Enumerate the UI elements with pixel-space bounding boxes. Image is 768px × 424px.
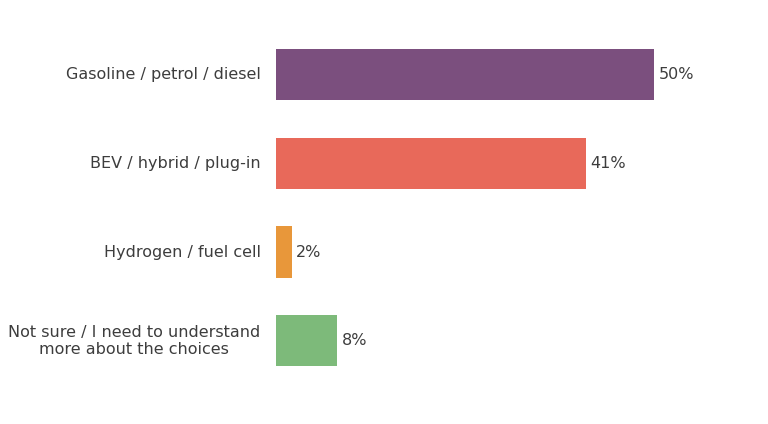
Bar (276, 49, 654, 100)
Bar (276, 138, 586, 189)
Text: 2%: 2% (296, 245, 322, 259)
Bar (276, 315, 337, 366)
Text: 41%: 41% (591, 156, 626, 171)
Text: 50%: 50% (658, 67, 694, 82)
Bar (276, 226, 292, 278)
Text: 8%: 8% (342, 333, 367, 348)
